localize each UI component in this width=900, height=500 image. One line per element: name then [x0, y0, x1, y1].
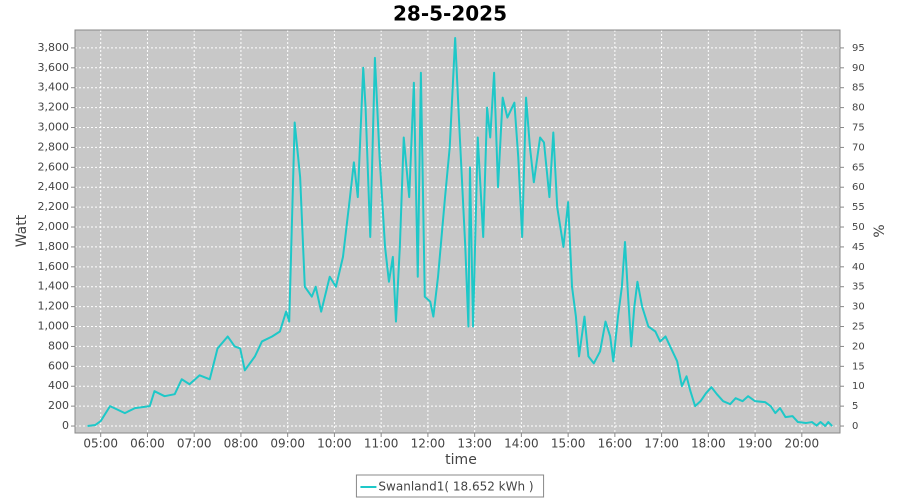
y2-tick-label: 85: [852, 83, 865, 94]
y2-tick-label: 75: [852, 123, 865, 134]
y2-tick-label: 0: [852, 421, 858, 432]
y-tick-label: 1,800: [38, 240, 70, 253]
y2-tick-label: 90: [852, 63, 865, 74]
y-tick-label: 800: [48, 339, 69, 352]
y2-tick-label: 10: [852, 381, 865, 392]
legend-label: Swanland1( 18.652 kWh ): [378, 480, 533, 494]
plot-border: [74, 29, 841, 434]
y2-axis-label: %: [872, 224, 888, 237]
y2-tick-label: 20: [852, 341, 865, 352]
x-tick-label: 07:00: [177, 437, 212, 451]
y-axis-label: Watt: [14, 214, 30, 247]
y2-tick-label: 30: [852, 302, 865, 313]
y2-tick-label: 25: [852, 322, 865, 333]
y-tick-label: 0: [62, 419, 69, 432]
data-line: [87, 36, 833, 428]
legend-box: [355, 474, 545, 498]
y2-tick-label: 40: [852, 262, 865, 273]
x-tick-label: 09:00: [270, 437, 305, 451]
x-tick-label: 19:00: [738, 437, 773, 451]
y-tick-label: 600: [48, 359, 69, 372]
y2-tick-label: 15: [852, 361, 865, 372]
x-tick-label: 15:00: [551, 437, 586, 451]
y-tick-label: 2,600: [38, 160, 70, 173]
y-tick-label: 2,400: [38, 180, 70, 193]
legend: Swanland1( 18.652 kWh ): [355, 474, 545, 498]
x-tick-label: 18:00: [691, 437, 726, 451]
y-tick-label: 200: [48, 399, 69, 412]
x-tick-label: 20:00: [785, 437, 820, 451]
y2-tick-label: 80: [852, 103, 865, 114]
chart-title: 28-5-2025: [393, 2, 507, 26]
y2-tick-label: 65: [852, 162, 865, 173]
y2-tick-label: 95: [852, 43, 865, 54]
y-tick-label: 1,200: [38, 300, 70, 313]
y-tick-label: 3,600: [38, 61, 70, 74]
x-tick-label: 06:00: [130, 437, 165, 451]
y2-tick-label: 60: [852, 182, 865, 193]
x-tick-label: 12:00: [411, 437, 446, 451]
x-tick-label: 08:00: [224, 437, 259, 451]
x-tick-label: 14:00: [504, 437, 539, 451]
y-tick-label: 3,200: [38, 101, 70, 114]
y-tick-label: 3,800: [38, 41, 70, 54]
y-tick-label: 1,000: [38, 320, 70, 333]
y2-tick-label: 35: [852, 282, 865, 293]
x-tick-label: 11:00: [364, 437, 399, 451]
y-tick-label: 1,600: [38, 260, 70, 273]
y-tick-label: 2,200: [38, 200, 70, 213]
x-tick-label: 16:00: [598, 437, 633, 451]
y-tick-label: 3,400: [38, 81, 70, 94]
y2-tick-label: 50: [852, 222, 865, 233]
y-tick-label: 2,800: [38, 140, 70, 153]
y2-tick-label: 55: [852, 202, 865, 213]
x-tick-label: 05:00: [83, 437, 118, 451]
x-tick-label: 17:00: [644, 437, 679, 451]
y2-tick-label: 70: [852, 142, 865, 153]
x-tick-label: 13:00: [457, 437, 492, 451]
x-axis-label: time: [445, 452, 477, 468]
y-tick-label: 2,000: [38, 220, 70, 233]
y-tick-label: 400: [48, 379, 69, 392]
x-tick-label: 10:00: [317, 437, 352, 451]
y2-tick-label: 5: [852, 401, 858, 412]
y-tick-label: 1,400: [38, 280, 70, 293]
y2-tick-label: 45: [852, 242, 865, 253]
y-tick-label: 3,000: [38, 121, 70, 134]
